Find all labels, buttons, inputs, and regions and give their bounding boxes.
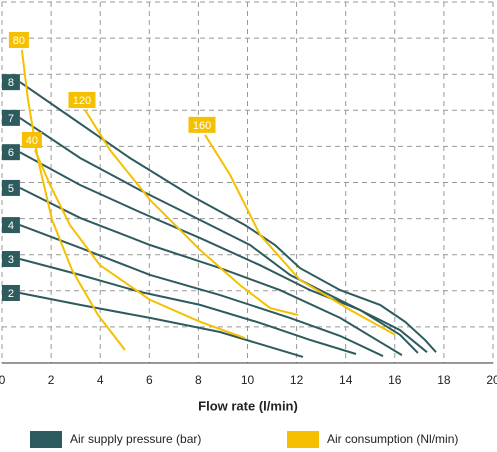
curve-label-box: [1, 251, 20, 268]
x-tick-label: 8: [195, 373, 202, 387]
curve: [19, 151, 419, 354]
curve-label: 80: [13, 35, 25, 47]
curve: [19, 292, 304, 358]
curve: [19, 224, 384, 358]
curve-label: 2: [8, 288, 14, 300]
curve-label-box: [1, 74, 20, 91]
curve-label: 120: [73, 95, 91, 107]
curve-label: 4: [8, 220, 14, 232]
x-tick-label: 14: [339, 373, 353, 387]
legend-swatch: [287, 431, 319, 448]
curve-label-box: [1, 217, 20, 234]
x-tick-label: 6: [146, 373, 153, 387]
curve-label: 40: [26, 135, 38, 147]
curve-label: 5: [8, 183, 14, 195]
curve-label-box: [21, 132, 42, 149]
curve: [33, 149, 246, 340]
curve: [19, 258, 357, 355]
x-tick-label: 20: [486, 373, 497, 387]
curve-label: 6: [8, 147, 14, 159]
curve-label: 3: [8, 254, 14, 266]
curve: [19, 117, 428, 353]
curve: [19, 81, 437, 353]
legend-label: Air consumption (Nl/min): [327, 432, 458, 446]
curve-label-box: [1, 179, 20, 196]
x-tick-label: 4: [97, 373, 104, 387]
x-tick-label: 16: [388, 373, 402, 387]
curve-label-box: [8, 32, 29, 49]
curve-label: 160: [193, 120, 211, 132]
curve-label-box: [68, 91, 96, 108]
curve-label-box: [1, 109, 20, 126]
curve: [204, 134, 396, 336]
curve: [84, 109, 299, 316]
curve-label-box: [1, 284, 20, 301]
legend-swatch: [30, 431, 62, 448]
curve: [20, 49, 126, 351]
x-tick-label: 10: [241, 373, 255, 387]
curve-label: 7: [8, 113, 14, 125]
x-tick-label: 12: [290, 373, 304, 387]
x-axis-label: Flow rate (l/min): [198, 398, 298, 413]
x-tick-label: 18: [437, 373, 451, 387]
curve-label-box: [188, 116, 216, 133]
curve-label-box: [1, 144, 20, 161]
legend-label: Air supply pressure (bar): [70, 432, 201, 446]
x-tick-label: 0: [0, 373, 6, 387]
curve-label: 8: [8, 77, 14, 89]
x-tick-label: 2: [48, 373, 55, 387]
